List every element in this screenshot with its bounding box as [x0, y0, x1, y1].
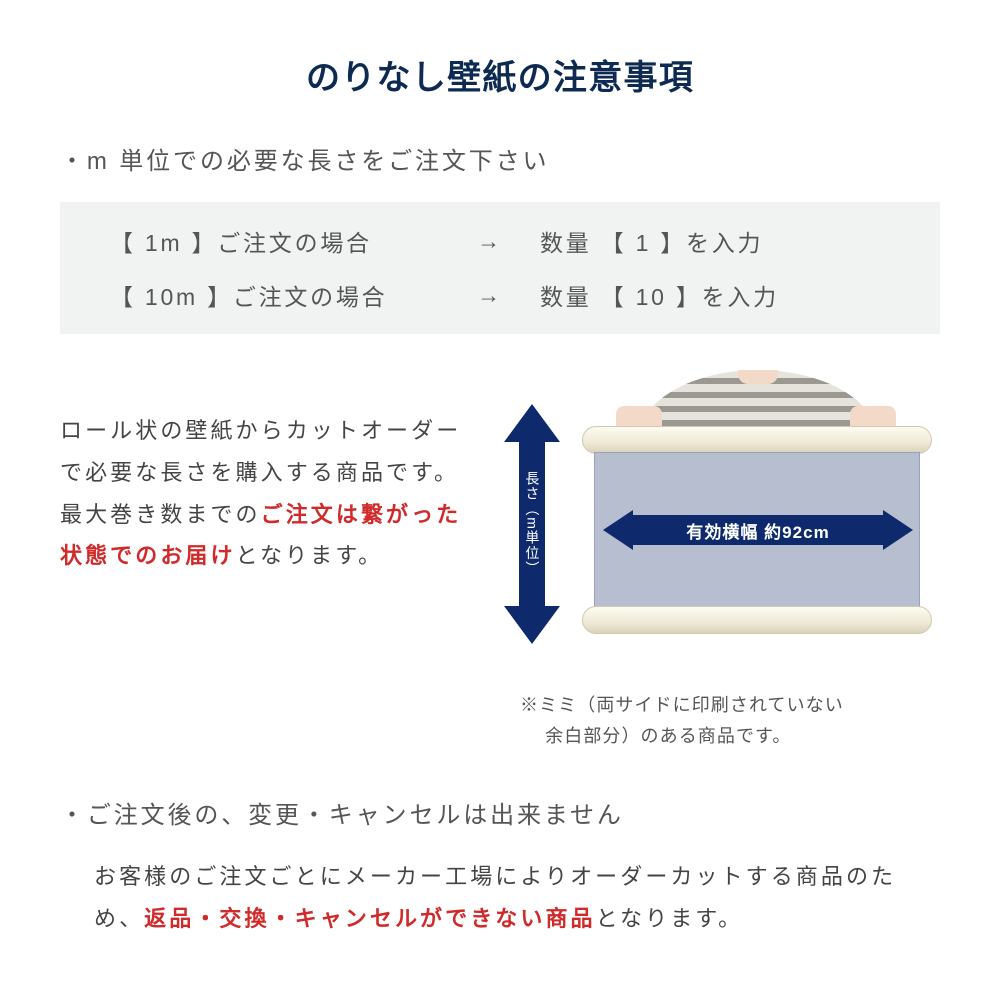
bullet-order-unit: ・m 単位での必要な長さをご注文下さい [60, 141, 940, 176]
roll-description-section: ロール状の壁紙からカットオーダーで必要な長さを購入する商品です。最大巻き数までの… [60, 370, 940, 680]
order-1m-right: 数量 【 1 】を入力 [540, 224, 763, 258]
length-arrow-shaft: 長さ（m単位） [519, 442, 545, 606]
width-arrow-shaft: 有効横幅 約92cm [633, 515, 883, 545]
width-label: 有効横幅 約92cm [686, 518, 829, 543]
cancel-text-b: となります。 [596, 906, 744, 931]
wallpaper-illustration: 長さ（m単位） 有効横幅 約92cm [488, 370, 940, 680]
roll-top [582, 426, 932, 454]
order-10m-left: 【 10m 】ご注文の場合 [110, 278, 440, 312]
order-row-10m: 【 10m 】ご注文の場合 → 数量 【 10 】を入力 [110, 278, 910, 312]
person-neck [738, 370, 778, 384]
cancel-text-highlight: 返品・交換・キャンセルができない商品 [144, 906, 595, 931]
width-arrow: 有効横幅 約92cm [603, 510, 913, 550]
bullet-no-cancel: ・ご注文後の、変更・キャンセルは出来ません [60, 795, 940, 830]
roll-description-text: ロール状の壁紙からカットオーダーで必要な長さを購入する商品です。最大巻き数までの… [60, 370, 470, 680]
mimi-note: ※ミミ（両サイドに印刷されていない 余白部分）のある商品です。 [520, 690, 940, 751]
order-example-box: 【 1m 】ご注文の場合 → 数量 【 1 】を入力 【 10m 】ご注文の場合… [60, 202, 940, 334]
order-1m-left: 【 1m 】ご注文の場合 [110, 224, 440, 258]
order-10m-right: 数量 【 10 】を入力 [540, 278, 779, 312]
arrow-down-icon [504, 606, 560, 644]
arrow-icon: → [470, 228, 510, 255]
roll-text-b: となります。 [236, 543, 384, 568]
arrow-icon: → [470, 282, 510, 309]
length-arrow: 長さ（m単位） [504, 404, 560, 644]
arrow-left-icon [603, 510, 633, 550]
arrow-up-icon [504, 404, 560, 442]
cancel-policy-text: お客様のご注文ごとにメーカー工場によりオーダーカットする商品のため、返品・交換・… [60, 856, 940, 940]
arrow-right-icon [883, 510, 913, 550]
page-title: のりなし壁紙の注意事項 [60, 50, 940, 99]
roll-bottom [582, 606, 932, 634]
order-row-1m: 【 1m 】ご注文の場合 → 数量 【 1 】を入力 [110, 224, 910, 258]
length-label: 長さ（m単位） [524, 471, 541, 576]
